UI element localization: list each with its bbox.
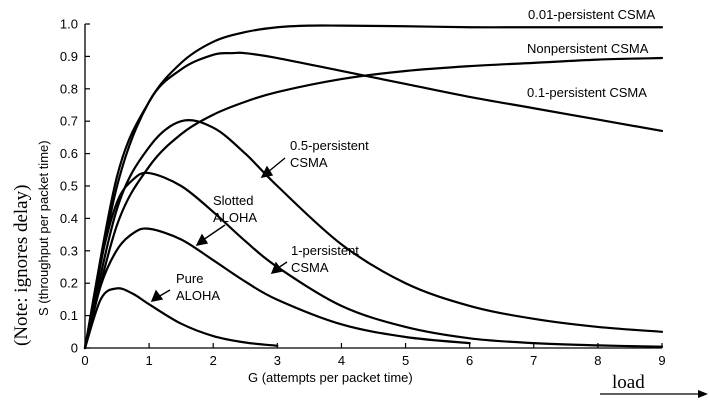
y-tick-label: 0.7	[60, 114, 78, 129]
label-1-persistent-line2: CSMA	[291, 260, 329, 275]
side-note: (Note: ignores delay)	[11, 185, 32, 346]
curve-nonpersistent-csma	[83, 51, 664, 350]
curve-0.01-persistent-csma	[83, 24, 664, 350]
curve-slotted-aloha	[83, 227, 471, 350]
label-1-persistent-line1: 1-persistent	[291, 243, 359, 258]
arrow-pure-head	[150, 289, 164, 302]
arrow-0.5-persistent	[267, 157, 286, 173]
arrow-1-persistent-head	[270, 261, 284, 274]
curve-0.5-persistent-csma	[83, 118, 664, 350]
label-0.01-persistent: 0.01-persistent CSMA	[528, 7, 655, 22]
label-slotted-line2: ALOHA	[213, 210, 257, 225]
curve-1-persistent-csma	[83, 171, 664, 350]
x-tick-label: 8	[594, 353, 601, 368]
label-slotted-line1: Slotted	[213, 193, 253, 208]
arrow-0.5-persistent-head	[260, 165, 274, 178]
label-0.1-persistent: 0.1-persistent CSMA	[527, 85, 647, 100]
y-axis-label: S (throughput per packet time)	[36, 140, 51, 316]
x-tick-label: 1	[145, 353, 152, 368]
y-tick-label: 0.8	[60, 81, 78, 96]
y-ticks: 0 0.1 0.2 0.3 0.4 0.5 0.6 0.7 0.8 0.9 1.0	[60, 17, 90, 356]
y-tick-label: 0.6	[60, 146, 78, 161]
x-tick-label: 9	[658, 353, 665, 368]
y-tick-label: 0	[71, 341, 78, 356]
x-tick-label: 3	[274, 353, 281, 368]
label-pure-line2: ALOHA	[176, 288, 220, 303]
x-axis-label: G (attempts per packet time)	[248, 370, 413, 385]
y-tick-label: 0.1	[60, 308, 78, 323]
y-tick-label: 1.0	[60, 17, 78, 32]
x-tick-label: 0	[81, 353, 88, 368]
annotation-arrows	[150, 157, 288, 302]
x-tick-label: 5	[402, 353, 409, 368]
x-tick-label: 6	[466, 353, 473, 368]
x-tick-label: 2	[210, 353, 217, 368]
label-nonpersistent: Nonpersistent CSMA	[527, 41, 649, 56]
curve-0.1-persistent-csma	[83, 56, 664, 350]
y-tick-label: 0.4	[60, 211, 78, 226]
arrow-slotted-head	[195, 233, 209, 246]
label-pure-line1: Pure	[176, 271, 203, 286]
x-tick-label: 4	[338, 353, 345, 368]
y-tick-label: 0.9	[60, 49, 78, 64]
arrow-slotted	[202, 224, 226, 241]
label-0.5-persistent-line2: CSMA	[290, 155, 328, 170]
y-tick-label: 0.5	[60, 179, 78, 194]
x-ticks: 0 1 2 3 4 5 6 7 8 9	[81, 343, 666, 368]
y-tick-label: 0.3	[60, 243, 78, 258]
curve-pure-aloha	[83, 287, 279, 350]
curves	[83, 24, 664, 350]
label-0.5-persistent-line1: 0.5-persistent	[290, 138, 369, 153]
x-tick-label: 7	[530, 353, 537, 368]
load-label: load	[612, 372, 645, 393]
load-arrow-head	[698, 390, 708, 398]
y-tick-label: 0.2	[60, 276, 78, 291]
